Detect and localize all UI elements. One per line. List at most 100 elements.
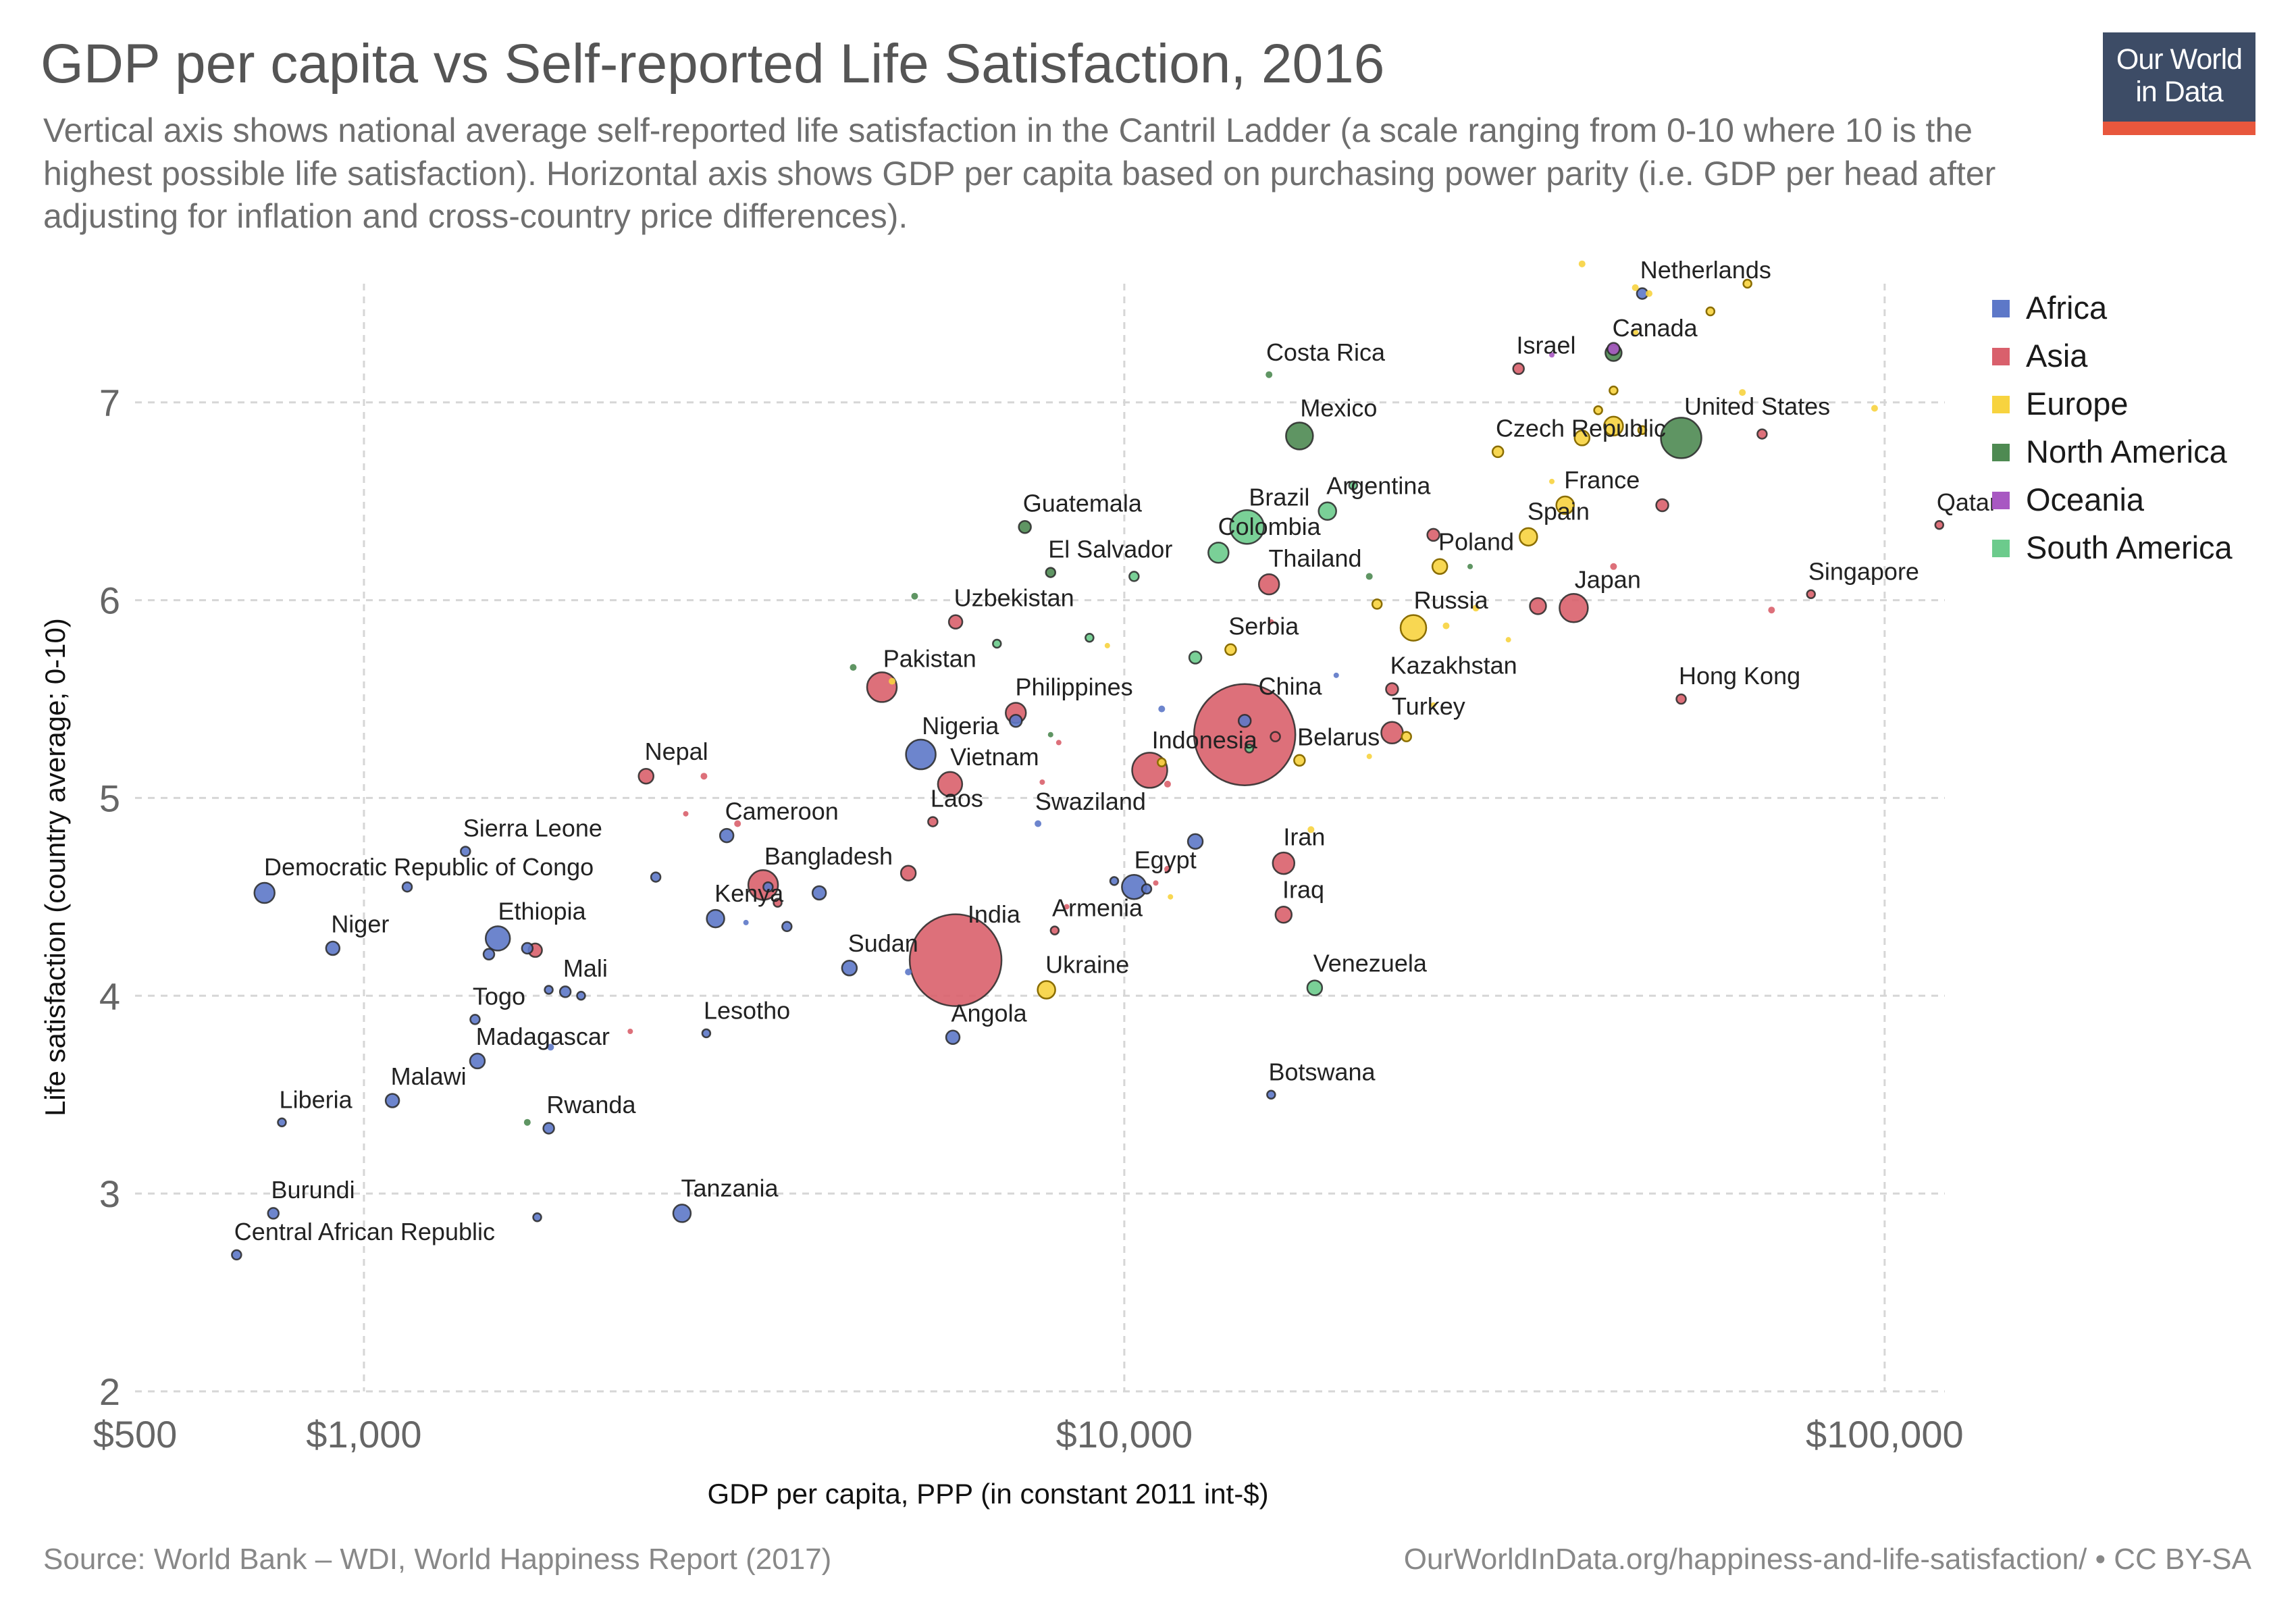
point: [1333, 672, 1339, 678]
point: [521, 942, 534, 955]
point-rwanda: [542, 1122, 555, 1135]
point-label: Serbia: [1228, 612, 1299, 640]
point: [1047, 731, 1053, 738]
point-armenia: [1049, 925, 1060, 935]
point-tanzania: [672, 1204, 692, 1223]
point-liberia: [277, 1117, 287, 1127]
point-pakistan: [866, 671, 898, 703]
point-sudan: [841, 960, 858, 977]
legend-label: Asia: [2026, 338, 2088, 374]
point-label: Brazil: [1249, 483, 1309, 511]
point-costa-rica: [1266, 371, 1273, 378]
point-labels: Netherlands Canada Israel Costa Rica United …: [234, 256, 1998, 1245]
point-el-salvador: [1045, 567, 1057, 578]
point: [1348, 480, 1359, 490]
point-label: Armenia: [1052, 894, 1143, 921]
chart-subtitle: Vertical axis shows national average sel…: [43, 111, 1996, 235]
point: [1603, 415, 1624, 437]
point-label: India: [968, 900, 1021, 928]
point: [1607, 342, 1621, 356]
x-tick-label: $500: [93, 1413, 178, 1456]
point-label: Nepal: [645, 738, 708, 765]
point: [1244, 743, 1255, 754]
point: [1237, 713, 1252, 728]
point-label: China: [1258, 672, 1322, 700]
point-label: Czech Republic: [1496, 415, 1666, 442]
point-label: Uzbekistan: [954, 584, 1074, 611]
y-tick-label: 6: [99, 580, 120, 622]
point-label: Nigeria: [922, 712, 999, 740]
point-label: Cameroon: [725, 798, 839, 825]
point-turkey: [1380, 721, 1404, 745]
y-tick-label: 7: [99, 382, 120, 424]
point-label: Poland: [1438, 528, 1514, 556]
point-label: Sudan: [848, 929, 918, 957]
point-china: [1193, 683, 1297, 786]
point-spain: [1519, 527, 1538, 547]
point: [544, 985, 554, 995]
point: [576, 991, 586, 1001]
point-label: Russia: [1414, 586, 1489, 614]
y-axis-title: Life satisfaction (country average; 0-10…: [39, 618, 71, 1116]
legend-swatch: [1992, 300, 2010, 317]
point: [1104, 642, 1110, 648]
point-iran: [1272, 851, 1296, 875]
y-tick-label: 2: [99, 1370, 120, 1413]
chart-title: GDP per capita vs Self-reported Life Sat…: [41, 33, 1385, 95]
point-label: Malawi: [391, 1062, 467, 1090]
point-label: Kenya: [714, 879, 784, 907]
legend-swatch: [1992, 348, 2010, 365]
x-tick-label: $100,000: [1806, 1413, 1964, 1456]
point: [1871, 405, 1878, 412]
point: [1366, 753, 1372, 759]
point-label: Rwanda: [546, 1091, 636, 1118]
y-tick-label: 5: [99, 777, 120, 819]
point-label: Venezuela: [1313, 950, 1428, 977]
owid-logo[interactable]: Our World in Data: [2103, 32, 2255, 136]
point-label: Japan: [1575, 566, 1641, 594]
logo-line-2: in Data: [2135, 76, 2223, 108]
y-tick-label: 3: [99, 1173, 120, 1215]
point-kazakhstan: [1385, 682, 1399, 696]
point-india: [908, 913, 1003, 1007]
point: [773, 898, 783, 908]
point: [1549, 478, 1555, 484]
point-japan: [1559, 593, 1589, 623]
point: [1426, 528, 1440, 542]
point-guatemala: [1018, 519, 1032, 534]
point: [683, 810, 689, 817]
point: [1055, 740, 1062, 746]
point-central-african-republic: [231, 1249, 242, 1261]
logo-box: Our World in Data: [2103, 32, 2255, 122]
point-label: Lesotho: [704, 997, 790, 1025]
point-malawi: [384, 1093, 400, 1108]
point: [1188, 650, 1203, 665]
point: [1637, 425, 1648, 435]
point: [850, 664, 857, 671]
point-kenya: [706, 908, 725, 929]
point-label: Mexico: [1300, 394, 1377, 422]
data-points: [231, 260, 1945, 1261]
point-brazil: [1229, 509, 1265, 545]
point: [1610, 563, 1617, 570]
point-label: El Salvador: [1048, 536, 1172, 563]
point-label: Guatemala: [1023, 489, 1143, 517]
point: [1756, 428, 1768, 440]
point-sierra-leone: [460, 846, 471, 857]
point-venezuela: [1306, 979, 1324, 996]
point-israel: [1512, 362, 1525, 376]
y-tick-label: 4: [99, 975, 120, 1017]
point-label: France: [1564, 466, 1640, 494]
point-label: Angola: [951, 999, 1028, 1027]
point: [1430, 702, 1436, 708]
point-singapore: [1806, 589, 1816, 600]
point-russia: [1399, 614, 1428, 642]
point: [1578, 260, 1586, 267]
point-uzbekistan: [947, 614, 964, 630]
source-link[interactable]: OurWorldInData.org/happiness-and-life-sa…: [1403, 1543, 2251, 1576]
point-label: Laos: [931, 785, 983, 813]
point: [1371, 598, 1383, 610]
point-label: Ukraine: [1045, 950, 1129, 978]
point-swaziland: [1035, 820, 1042, 827]
